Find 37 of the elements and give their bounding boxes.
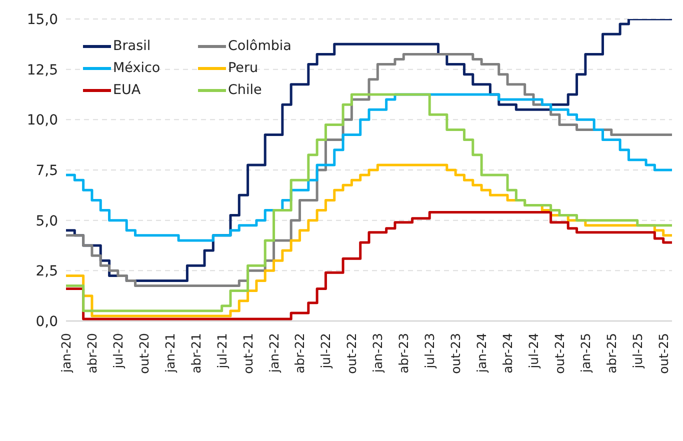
x-tick-label: jan-21 [162,333,178,374]
x-tick-label: jan-24 [474,332,490,374]
y-tick-label: 5,0 [36,213,58,230]
x-tick-label: out-25 [656,333,671,374]
x-tick-label: jan-22 [266,333,282,374]
y-tick-label: 15,0 [26,12,58,28]
x-tick-label: abr-25 [604,333,619,374]
y-tick-label: 12,5 [26,62,58,78]
x-tick-label: out-22 [344,333,360,374]
x-tick-label: jul-25 [630,333,645,370]
x-tick-label: jan-20 [58,332,74,374]
x-tick-label: abr-20 [84,332,100,374]
x-tick-label: jan-23 [370,333,386,374]
legend-label: EUA [113,82,141,98]
x-tick-label: jan-25 [578,333,593,374]
legend-label: Peru [228,60,258,76]
legend-label: Colômbia [228,38,292,54]
x-tick-label: out-21 [240,333,256,374]
legend-label: México [113,60,160,76]
x-tick-label: jul-21 [214,333,230,370]
legend-label: Chile [228,82,262,98]
y-tick-label: 7,5 [36,162,58,179]
legend-label: Brasil [113,38,151,54]
x-tick-label: abr-24 [500,332,516,374]
x-tick-label: abr-23 [396,333,412,374]
y-tick-label: 2,5 [36,264,58,280]
x-tick-label: jul-22 [318,333,334,370]
x-tick-label: jul-23 [422,333,438,370]
x-tick-label: abr-22 [292,333,308,374]
x-tick-label: out-20 [136,332,152,374]
x-tick-label: abr-21 [188,333,204,374]
y-tick-label: 0,0 [36,314,58,330]
x-tick-label: out-24 [552,332,567,374]
x-tick-label: jul-24 [526,332,541,370]
x-tick-label: jul-20 [110,332,126,370]
y-tick-label: 10,0 [26,112,58,129]
x-tick-label: out-23 [448,333,464,374]
